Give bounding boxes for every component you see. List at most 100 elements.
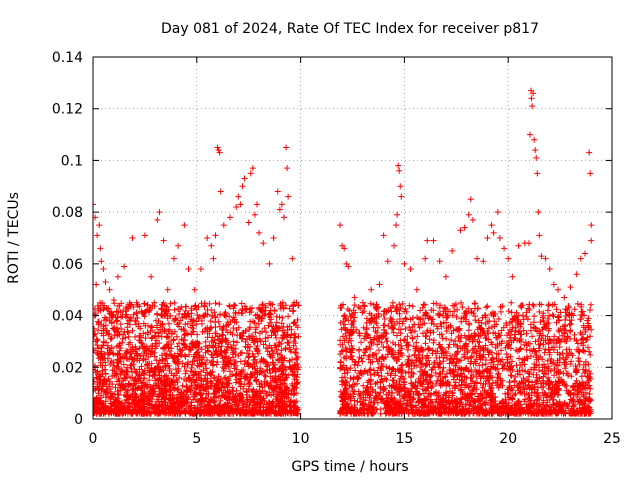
data-point bbox=[430, 237, 437, 244]
data-point bbox=[496, 235, 503, 241]
y-tick-label: 0.08 bbox=[52, 205, 83, 221]
plot-frame bbox=[92, 56, 613, 420]
data-point bbox=[393, 222, 400, 229]
data-point bbox=[148, 273, 155, 280]
data-point bbox=[93, 201, 96, 208]
data-point bbox=[380, 232, 387, 239]
data-point bbox=[260, 240, 267, 247]
data-point bbox=[215, 147, 222, 154]
data-point bbox=[396, 167, 403, 174]
data-point bbox=[121, 263, 128, 270]
y-axis-label: ROTI / TECUs bbox=[6, 192, 22, 284]
y-tick-label: 0.06 bbox=[52, 257, 83, 273]
data-point bbox=[129, 235, 136, 241]
x-tick-label: 20 bbox=[499, 431, 517, 447]
y-tick-label: 0 bbox=[74, 412, 83, 428]
dense-points bbox=[93, 299, 595, 417]
y-tick-label: 0.1 bbox=[61, 153, 83, 169]
data-point bbox=[216, 149, 223, 156]
data-point bbox=[391, 242, 398, 249]
data-point bbox=[588, 237, 595, 244]
data-point bbox=[467, 196, 474, 203]
data-point bbox=[154, 216, 161, 223]
data-point bbox=[247, 170, 254, 177]
data-point bbox=[530, 90, 537, 97]
data-point bbox=[449, 247, 456, 254]
data-point bbox=[141, 232, 148, 239]
data-point bbox=[480, 258, 487, 265]
data-point bbox=[283, 144, 290, 151]
data-point bbox=[245, 219, 252, 226]
y-axis-ticks: 0 0.02 0.04 0.06 0.08 0.1 0.12 0.14 bbox=[52, 50, 612, 428]
data-point bbox=[204, 235, 211, 241]
data-point bbox=[488, 222, 495, 229]
data-point bbox=[285, 193, 292, 200]
data-point bbox=[384, 258, 391, 265]
data-point bbox=[490, 229, 497, 236]
data-point bbox=[96, 222, 103, 229]
data-point bbox=[457, 227, 464, 234]
data-point bbox=[254, 201, 261, 208]
data-point bbox=[100, 266, 107, 273]
data-point bbox=[170, 255, 177, 262]
data-point bbox=[289, 255, 296, 262]
data-point bbox=[577, 255, 584, 262]
data-point bbox=[175, 242, 182, 249]
data-point bbox=[397, 183, 404, 190]
data-point bbox=[469, 216, 476, 223]
data-point bbox=[212, 232, 219, 239]
data-point bbox=[249, 165, 256, 172]
data-point bbox=[474, 255, 481, 262]
data-point bbox=[164, 286, 171, 293]
data-point bbox=[424, 237, 431, 244]
data-point bbox=[528, 95, 535, 102]
data-point bbox=[582, 250, 589, 257]
data-point bbox=[220, 222, 227, 229]
data-point bbox=[102, 278, 109, 285]
data-point bbox=[555, 286, 562, 293]
data-point bbox=[442, 273, 449, 280]
data-point bbox=[274, 188, 281, 195]
data-point bbox=[436, 258, 443, 265]
data-point bbox=[93, 281, 100, 288]
data-point bbox=[534, 170, 541, 177]
data-point bbox=[529, 103, 536, 110]
data-point bbox=[532, 147, 539, 154]
data-point bbox=[422, 255, 429, 262]
data-point bbox=[114, 273, 121, 280]
x-tick-label: 10 bbox=[292, 431, 310, 447]
data-point bbox=[401, 260, 408, 267]
data-point bbox=[494, 209, 501, 216]
data-point bbox=[233, 203, 240, 210]
data-point bbox=[235, 193, 242, 200]
x-axis-label: GPS time / hours bbox=[291, 459, 408, 475]
data-point bbox=[237, 201, 244, 208]
data-point bbox=[295, 302, 302, 309]
data-point bbox=[185, 266, 192, 273]
data-point bbox=[531, 136, 538, 143]
data-point bbox=[461, 224, 468, 231]
data-point bbox=[156, 209, 163, 216]
data-point bbox=[133, 299, 140, 306]
y-tick-label: 0.04 bbox=[52, 309, 83, 325]
data-point bbox=[160, 237, 167, 244]
data-point bbox=[110, 297, 117, 304]
data-point bbox=[395, 162, 402, 169]
data-point bbox=[94, 232, 101, 239]
data-point bbox=[345, 263, 352, 270]
data-point bbox=[398, 193, 405, 200]
data-point bbox=[509, 273, 516, 280]
data-point bbox=[284, 165, 291, 172]
data-point bbox=[567, 284, 574, 291]
data-point bbox=[546, 266, 553, 273]
data-point bbox=[538, 253, 545, 260]
data-point bbox=[413, 286, 420, 293]
chart-title: Day 081 of 2024, Rate Of TEC Index for r… bbox=[161, 21, 539, 37]
data-point bbox=[276, 206, 283, 213]
data-point bbox=[586, 149, 593, 156]
data-point bbox=[251, 211, 258, 218]
data-point bbox=[270, 235, 277, 241]
data-point bbox=[227, 214, 234, 221]
data-point bbox=[214, 144, 221, 151]
